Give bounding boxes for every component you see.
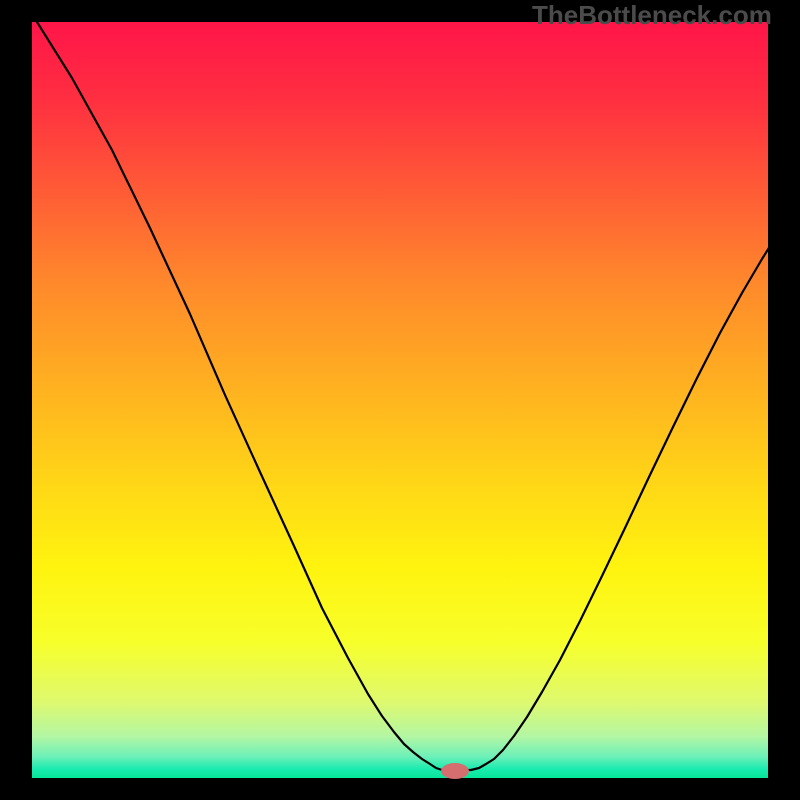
gradient-panel: [32, 22, 768, 778]
chart-frame: TheBottleneck.com: [0, 0, 800, 800]
bottleneck-chart: [0, 0, 800, 800]
optimal-marker: [441, 763, 469, 779]
watermark-text: TheBottleneck.com: [532, 0, 772, 31]
